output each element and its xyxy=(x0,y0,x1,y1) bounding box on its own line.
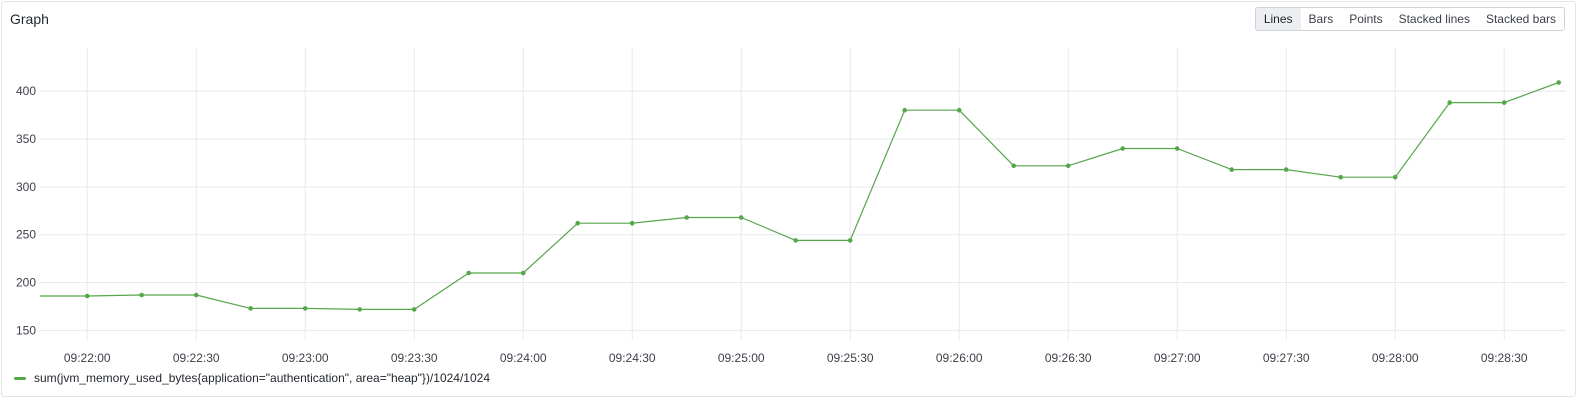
lines-mode-button[interactable]: Lines xyxy=(1255,8,1301,30)
x-tick-label: 09:27:30 xyxy=(1263,351,1310,365)
bars-mode-button[interactable]: Bars xyxy=(1300,8,1342,30)
legend-item[interactable]: sum(jvm_memory_used_bytes{application="a… xyxy=(14,371,490,385)
data-point xyxy=(575,220,580,226)
data-point xyxy=(1174,146,1180,151)
legend-swatch xyxy=(14,376,26,380)
data-point xyxy=(684,215,689,220)
points-mode-button[interactable]: Points xyxy=(1341,8,1391,30)
x-tick-label: 09:28:00 xyxy=(1372,351,1419,365)
data-point xyxy=(1556,80,1561,85)
data-point xyxy=(738,215,744,220)
x-tick-label: 09:22:30 xyxy=(173,351,220,365)
data-point xyxy=(520,270,526,276)
data-point xyxy=(302,306,308,311)
panel-title: Graph xyxy=(10,11,49,27)
data-point xyxy=(1065,163,1071,169)
data-point xyxy=(1447,100,1452,105)
series-line xyxy=(40,81,1559,310)
data-point xyxy=(139,292,144,298)
x-tick-label: 09:26:30 xyxy=(1045,351,1092,365)
x-tick-label: 09:23:00 xyxy=(282,351,329,365)
data-point xyxy=(1338,174,1343,180)
x-tick-label: 09:25:30 xyxy=(827,351,874,365)
data-point xyxy=(1283,167,1289,172)
x-tick-label: 09:22:00 xyxy=(64,351,111,365)
data-point xyxy=(847,238,853,243)
data-point xyxy=(193,292,199,298)
data-point xyxy=(1501,100,1507,105)
legend-label: sum(jvm_memory_used_bytes{application="a… xyxy=(34,371,490,385)
y-tick-label: 150 xyxy=(16,323,36,337)
y-tick-label: 200 xyxy=(16,276,36,290)
x-tick-label: 09:23:30 xyxy=(391,351,438,365)
data-point xyxy=(793,238,798,243)
data-point xyxy=(84,293,90,299)
data-point xyxy=(1011,163,1016,169)
x-tick-label: 09:24:30 xyxy=(609,351,656,365)
x-tick-label: 09:27:00 xyxy=(1154,351,1201,365)
data-point xyxy=(1229,167,1234,172)
data-point xyxy=(1120,146,1125,151)
stacked-bars-mode-button[interactable]: Stacked bars xyxy=(1477,8,1564,30)
y-tick-label: 400 xyxy=(16,84,36,98)
data-point xyxy=(902,107,907,113)
data-point xyxy=(956,107,962,113)
y-tick-label: 300 xyxy=(16,180,36,194)
data-point xyxy=(1392,174,1398,180)
y-tick-label: 250 xyxy=(16,228,36,242)
data-point xyxy=(357,307,363,312)
display-mode-toggle: Lines Bars Points Stacked lines Stacked … xyxy=(1254,7,1565,31)
x-tick-label: 09:25:00 xyxy=(718,351,765,365)
data-point xyxy=(411,307,417,312)
x-tick-label: 09:24:00 xyxy=(500,351,547,365)
data-point xyxy=(629,220,635,226)
data-point xyxy=(466,270,472,276)
x-tick-label: 09:28:30 xyxy=(1481,351,1528,365)
stacked-lines-mode-button[interactable]: Stacked lines xyxy=(1390,8,1478,30)
y-tick-label: 350 xyxy=(16,132,36,146)
data-point xyxy=(248,306,253,311)
x-tick-label: 09:26:00 xyxy=(936,351,983,365)
